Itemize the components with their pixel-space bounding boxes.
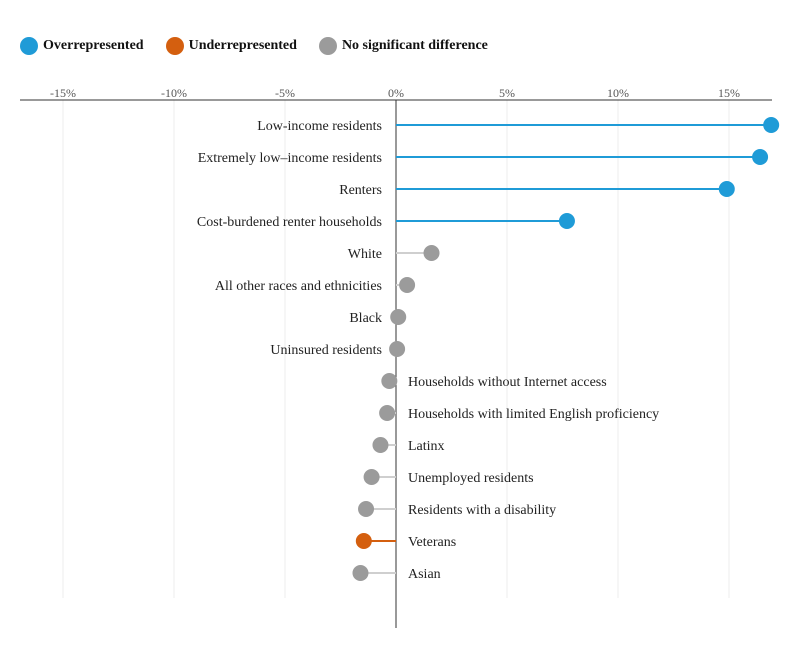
dot [558,213,575,229]
dot [718,181,735,197]
category-label: Low-income residents [257,119,382,134]
dot [381,373,398,389]
legend-swatch-underrepresented [165,37,184,55]
dot [763,117,780,133]
dot [423,245,440,261]
legend-item-underrepresented: Underrepresented [165,37,297,55]
category-label: Households without Internet access [408,375,607,390]
category-label: Black [349,311,382,326]
dot [358,501,375,517]
legend-label-no-difference: No significant difference [341,38,488,53]
x-tick-label: 15% [718,86,740,100]
x-tick-label: 5% [499,86,515,100]
dot [363,469,380,485]
category-label: Uninsured residents [270,343,382,358]
x-tick-label: 0% [388,86,404,100]
legend-label-underrepresented: Underrepresented [188,38,297,53]
dot [389,341,406,357]
legend: Overrepresented Underrepresented No sign… [20,36,510,56]
x-tick-label: 10% [607,86,629,100]
dot [399,277,416,293]
dot [372,437,389,453]
category-label: Households with limited English proficie… [408,407,659,422]
x-tick-label: -5% [275,86,295,100]
x-tick-label: -15% [50,86,76,100]
category-label: Latinx [408,439,445,454]
legend-item-no-difference: No significant difference [318,37,488,55]
x-tick-label: -10% [161,86,187,100]
legend-label-overrepresented: Overrepresented [43,38,144,53]
legend-swatch-no-difference [318,37,337,55]
category-label: Residents with a disability [408,503,556,518]
dot [390,309,407,325]
category-label: Veterans [408,535,456,550]
legend-swatch-overrepresented [20,37,38,55]
dot [352,565,369,581]
category-label: White [348,247,382,262]
category-label: Asian [408,567,441,582]
category-label: Unemployed residents [408,471,534,486]
category-label: Extremely low–income residents [198,151,382,166]
legend-item-overrepresented: Overrepresented [20,37,144,55]
category-label: Cost-burdened renter households [197,215,382,230]
dot [379,405,396,421]
dot [355,533,372,549]
category-label: All other races and ethnicities [215,279,382,294]
dot [752,149,769,165]
category-label: Renters [339,183,382,198]
